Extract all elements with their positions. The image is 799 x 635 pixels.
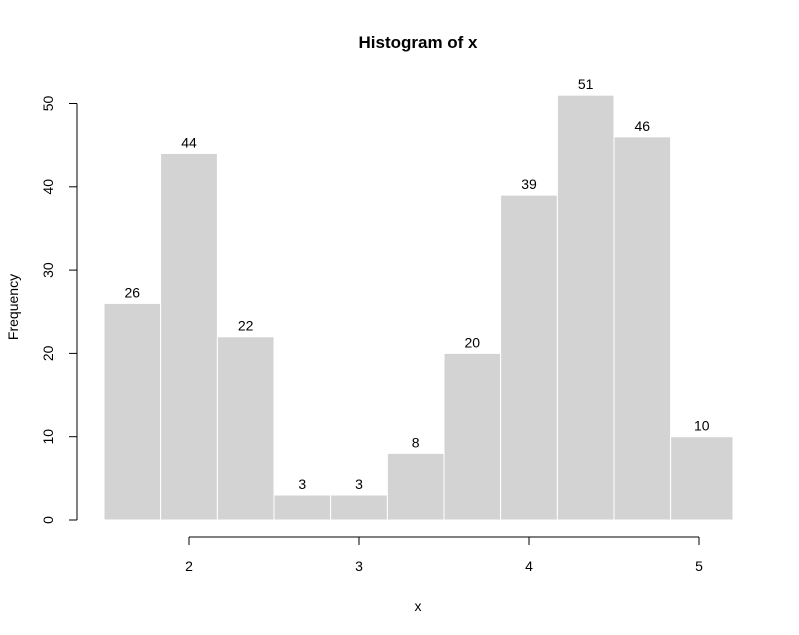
histogram-bar bbox=[386, 452, 445, 521]
histogram-bar bbox=[103, 302, 162, 521]
y-tick-label: 10 bbox=[40, 429, 56, 445]
histogram-bar bbox=[670, 436, 734, 521]
y-tick-label: 20 bbox=[40, 345, 56, 361]
histogram-bar bbox=[273, 494, 332, 521]
x-tick-label: 5 bbox=[695, 558, 703, 574]
histogram-bar bbox=[160, 152, 218, 521]
bar-data-label: 20 bbox=[465, 334, 481, 350]
bar-data-label: 39 bbox=[521, 176, 537, 192]
x-axis: 2 3 4 5 bbox=[185, 536, 703, 574]
x-tick-label: 3 bbox=[355, 558, 363, 574]
bar-data-label: 3 bbox=[298, 476, 306, 492]
histogram-bar bbox=[216, 336, 275, 521]
bar-data-label: 8 bbox=[412, 434, 420, 450]
y-tick-label: 30 bbox=[40, 262, 56, 278]
histogram-bar bbox=[613, 136, 672, 521]
y-tick-label: 50 bbox=[40, 96, 56, 112]
bar-data-label: 10 bbox=[694, 418, 710, 434]
y-axis-label: Frequency bbox=[5, 274, 21, 340]
data-labels-group: 26 44 22 3 3 8 20 39 51 46 10 bbox=[125, 76, 710, 492]
x-tick-label: 2 bbox=[185, 558, 193, 574]
bar-data-label: 26 bbox=[125, 284, 141, 300]
bar-data-label: 3 bbox=[355, 476, 363, 492]
histogram-bar bbox=[556, 94, 615, 521]
x-axis-label: x bbox=[415, 598, 422, 614]
bar-data-label: 22 bbox=[238, 318, 254, 334]
chart-title: Histogram of x bbox=[358, 33, 478, 52]
x-tick-label: 4 bbox=[525, 558, 533, 574]
histogram-bar bbox=[443, 352, 502, 521]
bar-data-label: 44 bbox=[181, 134, 197, 150]
histogram-bar bbox=[500, 194, 558, 521]
histogram-bar bbox=[330, 494, 388, 521]
y-tick-label: 40 bbox=[40, 179, 56, 195]
bar-data-label: 51 bbox=[578, 76, 594, 92]
bar-data-label: 46 bbox=[635, 118, 651, 134]
y-axis: 0 10 20 30 40 50 bbox=[40, 96, 78, 524]
y-tick-label: 0 bbox=[40, 516, 56, 524]
bars-group bbox=[103, 94, 734, 521]
